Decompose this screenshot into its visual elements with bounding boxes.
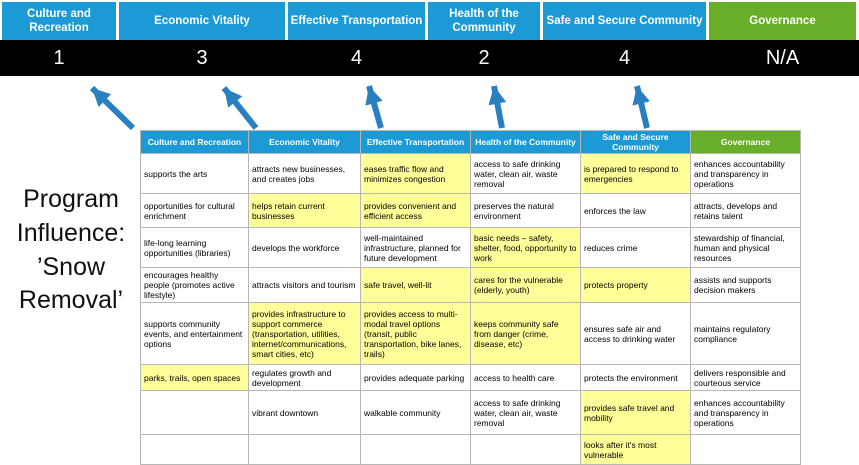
matrix-cell: vibrant downtown xyxy=(248,390,361,436)
matrix-cell: protects property xyxy=(580,267,691,304)
matrix-cell: enhances accountability and transparency… xyxy=(690,390,801,436)
influence-arrows xyxy=(89,85,650,131)
matrix-cell: walkable community xyxy=(360,390,471,436)
arrow-icon xyxy=(632,85,650,129)
matrix-cell: attracts visitors and tourism xyxy=(248,267,361,304)
score-governance: N/A xyxy=(765,46,800,69)
matrix-cell: eases traffic flow and minimizes congest… xyxy=(360,153,471,195)
table-row: supports community events, and entertain… xyxy=(140,302,801,366)
table-row: vibrant downtown walkable community acce… xyxy=(140,390,801,436)
table-row: looks after it's most vulnerable xyxy=(140,434,801,465)
matrix-cell: looks after it's most vulnerable xyxy=(580,434,691,465)
matrix-cell: supports the arts xyxy=(140,153,249,195)
matrix-cell: keeps community safe from danger (crime,… xyxy=(470,302,581,366)
table-row: life-long learning opportunities (librar… xyxy=(140,227,801,269)
matrix-header-row: Culture and Recreation Economic Vitality… xyxy=(140,129,801,155)
matrix-cell: supports community events, and entertain… xyxy=(140,302,249,366)
matrix-cell xyxy=(690,434,801,465)
matrix-cell: opportunities for cultural enrichment xyxy=(140,193,249,229)
matrix-header-effective-transportation: Effective Transportation xyxy=(360,129,471,155)
matrix-cell: is prepared to respond to emergencies xyxy=(580,153,691,195)
matrix-cell: stewardship of financial, human and phys… xyxy=(690,227,801,269)
matrix-cell: assists and supports decision makers xyxy=(690,267,801,304)
matrix-header-safe-and-secure-community: Safe and Secure Community xyxy=(580,129,691,155)
matrix-cell: protects the environment xyxy=(580,364,691,392)
arrow-icon xyxy=(488,85,507,129)
slide-title: Program Influence: ’Snow Removal’ xyxy=(16,185,126,315)
table-row: parks, trails, open spaces regulates gro… xyxy=(140,364,801,392)
score-economic-vitality: 3 xyxy=(196,46,208,69)
matrix-cell: access to safe drinking water, clean air… xyxy=(470,390,581,436)
matrix-cell: provides convenient and efficient access xyxy=(360,193,471,229)
matrix-cell: enhances accountability and transparency… xyxy=(690,153,801,195)
matrix-cell: enforces the law xyxy=(580,193,691,229)
arrow-icon xyxy=(365,85,384,129)
pillar-header-safe-and-secure-community: Safe and Secure Community xyxy=(543,2,706,40)
arrow-icon xyxy=(89,85,136,131)
matrix-cell: parks, trails, open spaces xyxy=(140,364,249,392)
matrix-cell: life-long learning opportunities (librar… xyxy=(140,227,249,269)
table-row: supports the arts attracts new businesse… xyxy=(140,153,801,195)
score-safe-and-secure-community: 4 xyxy=(618,46,631,69)
score-health-of-the-community: 2 xyxy=(478,46,490,69)
matrix-cell: regulates growth and development xyxy=(248,364,361,392)
matrix-cell xyxy=(140,390,249,436)
pillar-header-row: Culture and Recreation Economic Vitality… xyxy=(0,2,859,40)
matrix-cell: ensures safe air and access to drinking … xyxy=(580,302,691,366)
matrix-cell: well-maintained infrastructure, planned … xyxy=(360,227,471,269)
matrix-cell: access to health care xyxy=(470,364,581,392)
matrix-cell: delivers responsible and courteous servi… xyxy=(690,364,801,392)
matrix-cell: cares for the vulnerable (elderly, youth… xyxy=(470,267,581,304)
matrix-cell xyxy=(360,434,471,465)
matrix-cell: provides safe travel and mobility xyxy=(580,390,691,436)
table-row: opportunities for cultural enrichment he… xyxy=(140,193,801,229)
matrix-cell: safe travel, well-lit xyxy=(360,267,471,304)
matrix-cell: reduces crime xyxy=(580,227,691,269)
matrix-cell: encourages healthy people (promotes acti… xyxy=(140,267,249,304)
matrix-cell: access to safe drinking water, clean air… xyxy=(470,153,581,195)
matrix-header-culture-and-recreation: Culture and Recreation xyxy=(140,129,249,155)
matrix-header-governance: Governance xyxy=(690,129,801,155)
score-culture-and-recreation: 1 xyxy=(53,46,65,69)
matrix-cell: attracts, develops and retains talent xyxy=(690,193,801,229)
matrix-cell xyxy=(248,434,361,465)
matrix-cell: attracts new businesses, and creates job… xyxy=(248,153,361,195)
matrix-header-health-of-the-community: Health of the Community xyxy=(470,129,581,155)
table-row: encourages healthy people (promotes acti… xyxy=(140,267,801,304)
influence-matrix: Culture and Recreation Economic Vitality… xyxy=(140,129,801,465)
matrix-cell xyxy=(140,434,249,465)
score-effective-transportation: 4 xyxy=(350,46,363,69)
matrix-cell: provides adequate parking xyxy=(360,364,471,392)
matrix-cell: provides access to multi-modal travel op… xyxy=(360,302,471,366)
arrow-icon xyxy=(221,86,259,130)
matrix-cell: provides infrastructure to support comme… xyxy=(248,302,361,366)
pillar-header-governance: Governance xyxy=(709,2,856,40)
matrix-cell: maintains regulatory compliance xyxy=(690,302,801,366)
matrix-cell: basic needs – safety, shelter, food, opp… xyxy=(470,227,581,269)
matrix-cell: develops the workforce xyxy=(248,227,361,269)
score-bar: 1 3 4 2 4 N/A xyxy=(0,40,859,76)
pillar-header-culture-and-recreation: Culture and Recreation xyxy=(2,2,116,40)
pillar-header-economic-vitality: Economic Vitality xyxy=(119,2,285,40)
matrix-cell xyxy=(470,434,581,465)
pillar-header-effective-transportation: Effective Transportation xyxy=(288,2,425,40)
matrix-cell: preserves the natural environment xyxy=(470,193,581,229)
matrix-header-economic-vitality: Economic Vitality xyxy=(248,129,361,155)
matrix-cell: helps retain current businesses xyxy=(248,193,361,229)
pillar-header-health-of-the-community: Health of the Community xyxy=(428,2,540,40)
